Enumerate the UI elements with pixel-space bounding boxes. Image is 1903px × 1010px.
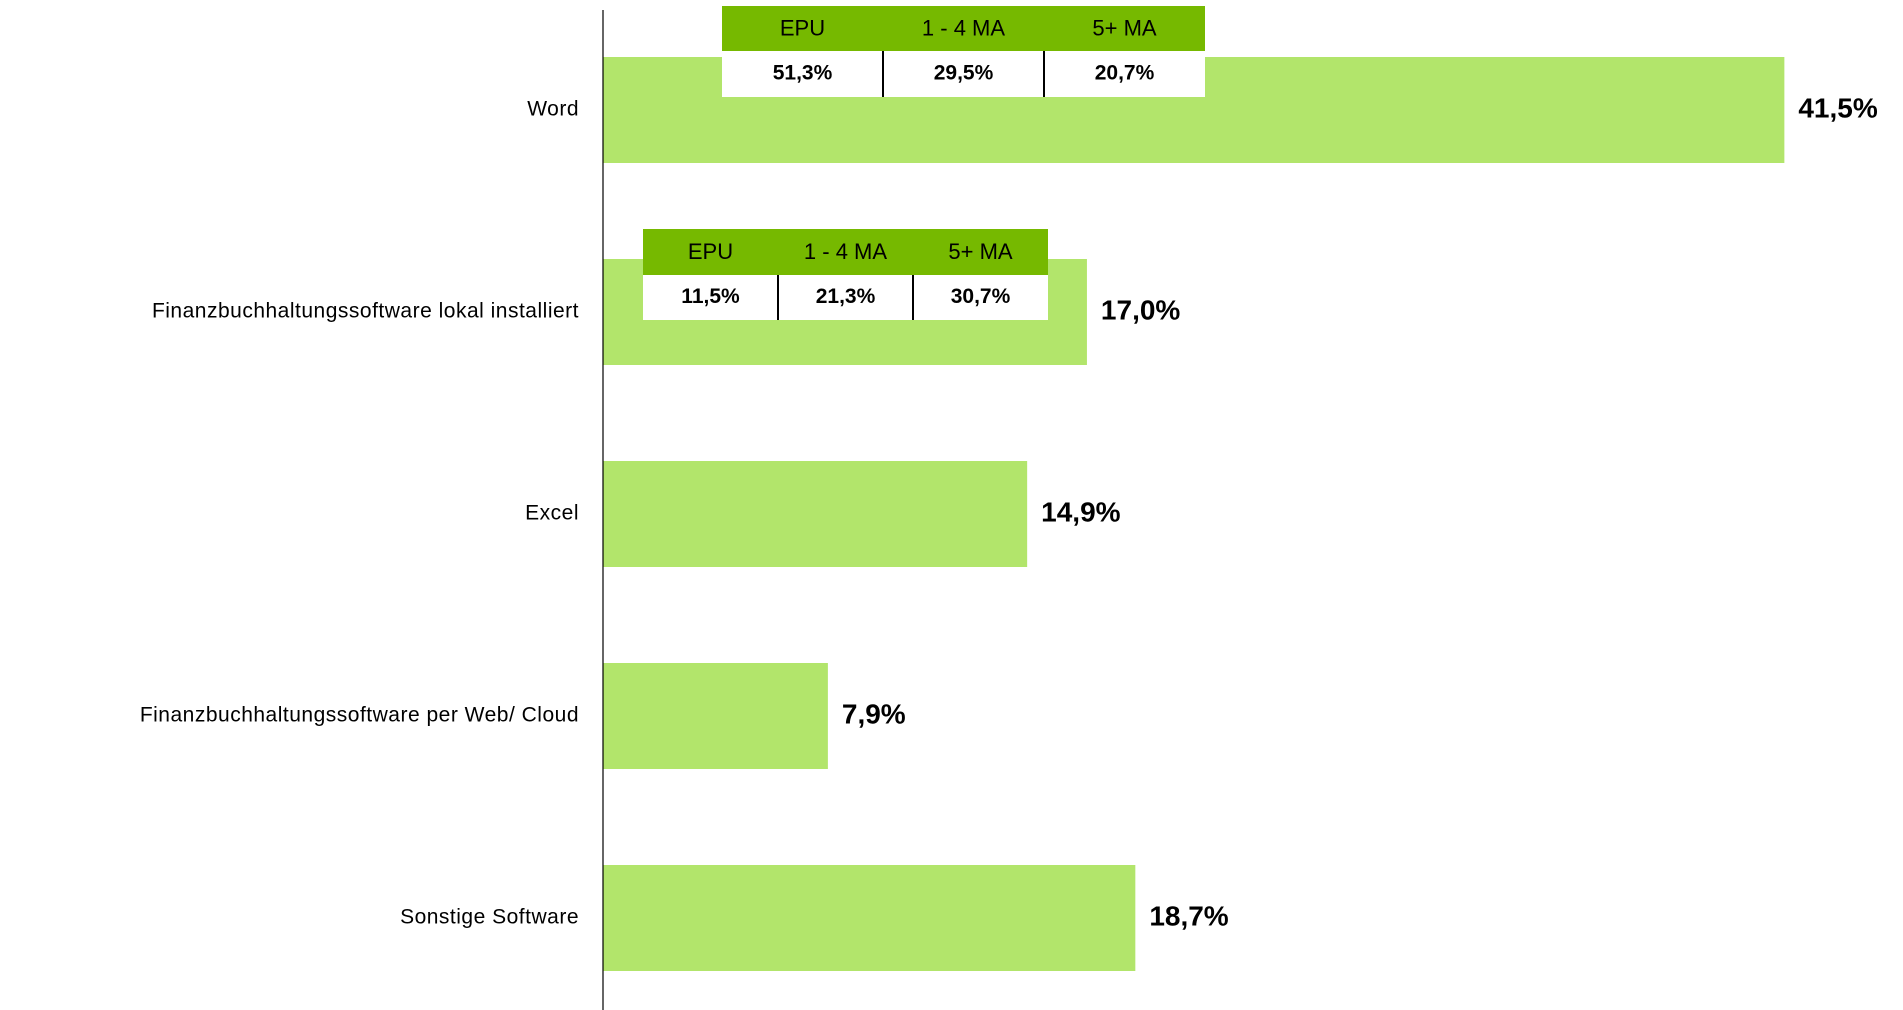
table-column-header: 5+ MA: [1092, 15, 1157, 40]
category-label: Excel: [525, 502, 579, 525]
table-cell: 30,7%: [951, 285, 1011, 308]
table-body: [643, 275, 1048, 320]
table-column-header: EPU: [688, 239, 733, 264]
table-body: [722, 51, 1205, 97]
value-label: 7,9%: [842, 698, 906, 729]
bar: [603, 663, 828, 769]
table-column-header: 1 - 4 MA: [804, 239, 887, 264]
value-label: 17,0%: [1101, 294, 1180, 325]
table-cell: 20,7%: [1095, 62, 1155, 85]
table-cell: 51,3%: [773, 62, 833, 85]
table-column-header: EPU: [780, 15, 825, 40]
table-column-header: 5+ MA: [948, 239, 1013, 264]
category-label: Sonstige Software: [400, 906, 579, 929]
table-column-header: 1 - 4 MA: [922, 15, 1005, 40]
bar: [603, 461, 1028, 567]
bar: [603, 865, 1136, 971]
value-label: 18,7%: [1149, 900, 1228, 931]
table-cell: 29,5%: [934, 62, 994, 85]
category-label: Finanzbuchhaltungssoftware lokal install…: [152, 300, 579, 323]
value-label: 41,5%: [1798, 92, 1877, 123]
category-label: Finanzbuchhaltungssoftware per Web/ Clou…: [140, 704, 579, 727]
category-label: Word: [527, 98, 579, 121]
table-header: [722, 6, 1205, 51]
value-label: 14,9%: [1041, 496, 1120, 527]
table-cell: 11,5%: [681, 285, 740, 308]
table-header: [643, 229, 1048, 275]
table-cell: 21,3%: [816, 285, 876, 308]
